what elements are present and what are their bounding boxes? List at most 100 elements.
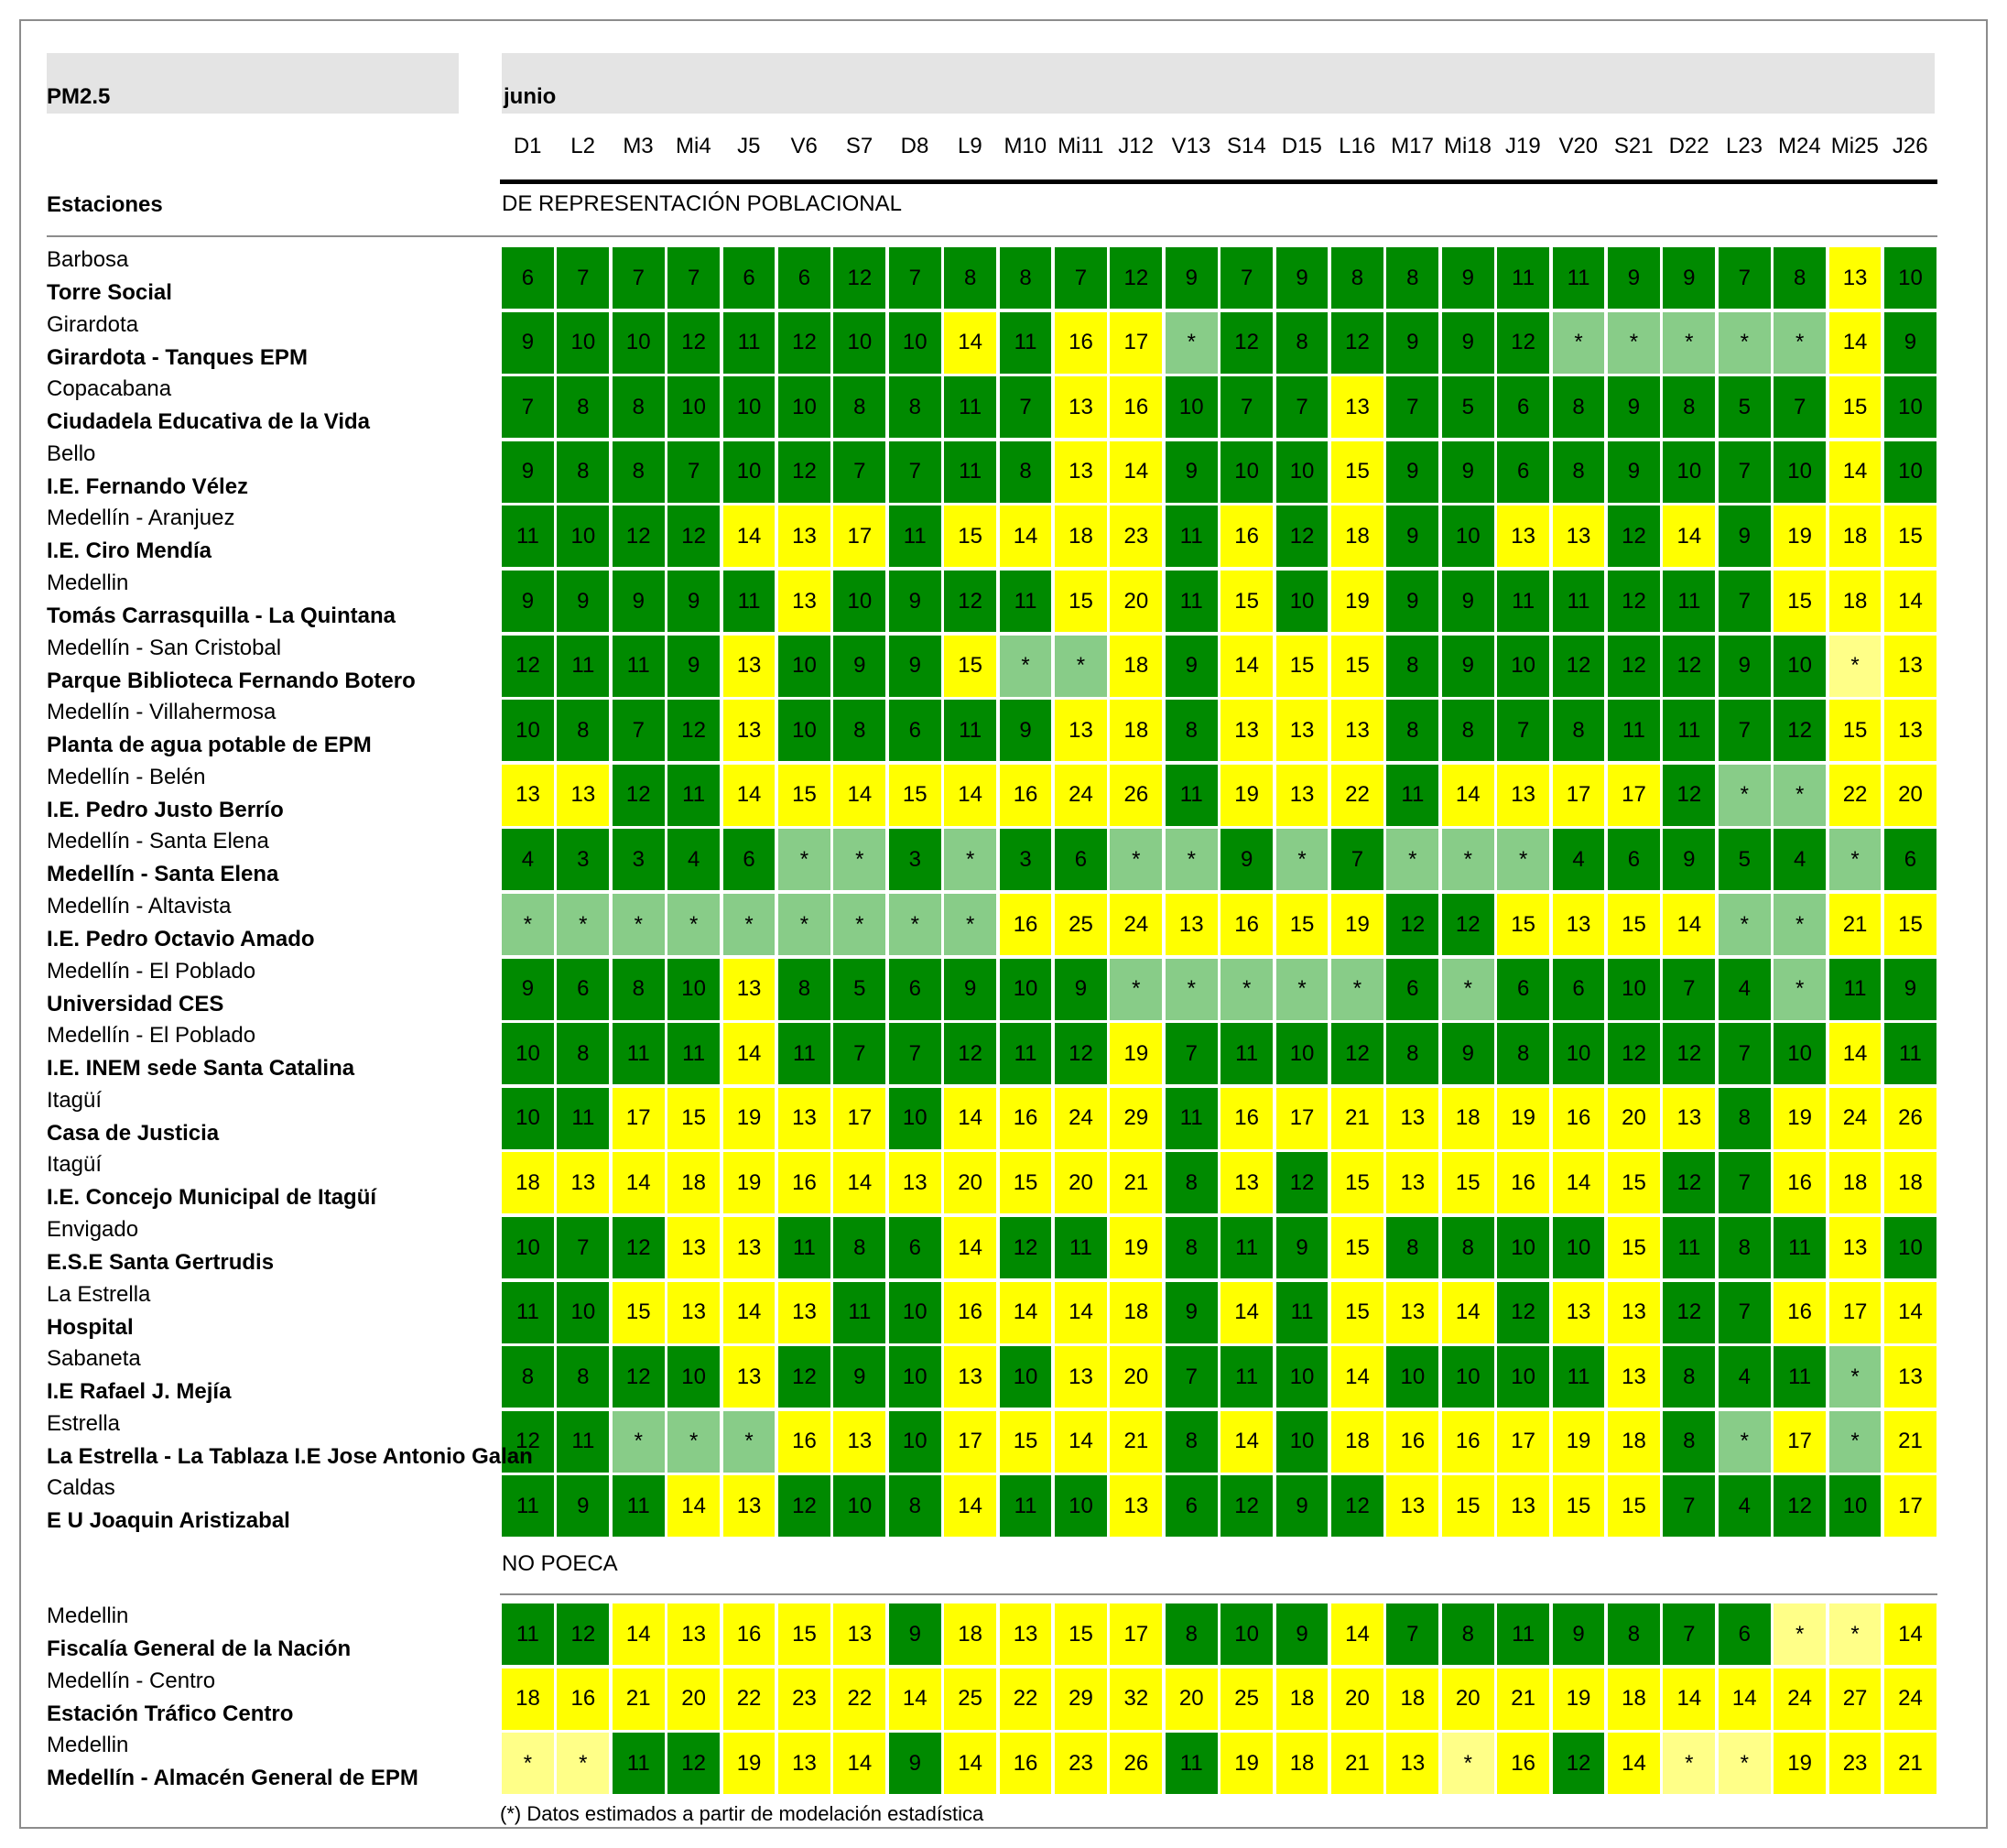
pm25-cell: 12 — [1661, 633, 1718, 699]
pm25-cell: 11 — [1550, 1344, 1607, 1410]
day-header-d15: D15 — [1281, 134, 1322, 158]
pm25-cell: 10 — [1882, 1215, 1938, 1281]
pm25-cell: 16 — [1439, 1408, 1496, 1474]
station-municipality: Medellín - Centro — [47, 1668, 216, 1693]
pm25-cell: 11 — [997, 1021, 1054, 1087]
pm25-cell: 22 — [1329, 762, 1385, 828]
pm25-cell: 12 — [1219, 310, 1275, 375]
pm25-cell: * — [500, 1731, 556, 1797]
pm25-cell: 11 — [500, 1279, 556, 1345]
pm25-cell: 6 — [776, 245, 832, 311]
pm25-cell: 16 — [1053, 310, 1109, 375]
pm25-cell: 12 — [1606, 569, 1662, 635]
pm25-cell: 8 — [886, 375, 943, 440]
station-name: Medellín - Santa Elena — [47, 862, 279, 887]
pm25-cell: 19 — [1108, 1021, 1165, 1087]
pm25-cell: 13 — [942, 1344, 999, 1410]
pm25-cell: * — [1716, 892, 1773, 958]
pm25-cell: 9 — [942, 956, 999, 1022]
pm25-cell: * — [997, 633, 1054, 699]
day-header-v20: V20 — [1558, 134, 1599, 158]
pm25-cell: 10 — [886, 1408, 943, 1474]
pm25-cell: 20 — [1329, 1666, 1385, 1732]
pm25-cell: 14 — [1661, 504, 1718, 570]
pm25-cell: 24 — [1053, 762, 1109, 828]
pm25-cell: 25 — [1053, 892, 1109, 958]
pm25-cell: 11 — [500, 504, 556, 570]
pm25-cell: 10 — [831, 569, 888, 635]
pm25-cell: 22 — [831, 1666, 888, 1732]
pm25-cell: 9 — [1163, 245, 1220, 311]
pm25-cell: 10 — [1274, 1344, 1330, 1410]
station-name: I.E. Pedro Octavio Amado — [47, 927, 315, 951]
pm25-cell: 9 — [886, 1731, 943, 1797]
pm25-cell: 8 — [1716, 1215, 1773, 1281]
pm25-cell: 11 — [500, 1602, 556, 1668]
pm25-cell: 13 — [666, 1602, 722, 1668]
pm25-cell: 11 — [610, 1473, 667, 1539]
pm25-cell: * — [1827, 1408, 1883, 1474]
pm25-cell: 13 — [776, 504, 832, 570]
pm25-cell: 21 — [1882, 1408, 1938, 1474]
day-header-v6: V6 — [790, 134, 818, 158]
station-municipality: Itagüí — [47, 1152, 103, 1178]
pm25-cell: 9 — [886, 633, 943, 699]
pm25-cell: 14 — [1329, 1344, 1385, 1410]
pm25-cell: 13 — [1495, 1473, 1552, 1539]
pm25-cell: 10 — [886, 1279, 943, 1345]
pm25-cell: 11 — [997, 569, 1054, 635]
pm25-cell: 15 — [1606, 1150, 1662, 1216]
pm25-cell: 15 — [1606, 1215, 1662, 1281]
pm25-cell: 14 — [997, 504, 1054, 570]
pm25-cell: 12 — [1606, 504, 1662, 570]
pm25-cell: 12 — [776, 439, 832, 505]
pm25-cell: 17 — [831, 1085, 888, 1151]
pm25-cell: 13 — [1053, 698, 1109, 764]
station-name: Casa de Justicia — [47, 1120, 220, 1146]
pm25-cell: 18 — [1827, 1150, 1883, 1216]
pm25-cell: 4 — [1772, 827, 1828, 893]
pm25-cell: 9 — [886, 1602, 943, 1668]
day-header-l16: L16 — [1339, 134, 1376, 158]
pm25-cell: 6 — [1716, 1602, 1773, 1668]
pm25-cell: 12 — [1661, 762, 1718, 828]
pm25-cell: * — [1716, 1731, 1773, 1797]
day-header-m17: M17 — [1391, 134, 1434, 158]
pm25-cell: 11 — [666, 762, 722, 828]
pm25-cell: 19 — [1495, 1085, 1552, 1151]
pm25-cell: 16 — [997, 762, 1054, 828]
station-municipality: Copacabana — [47, 376, 172, 402]
pm25-cell: 13 — [1882, 633, 1938, 699]
pm25-cell: 11 — [1384, 762, 1441, 828]
pm25-cell: 14 — [1329, 1602, 1385, 1668]
pm25-cell: * — [1163, 827, 1220, 893]
pm25-cell: 5 — [831, 956, 888, 1022]
station-name: E.S.E Santa Gertrudis — [47, 1250, 275, 1275]
pm25-cell: 9 — [555, 1473, 612, 1539]
pm25-cell: * — [555, 892, 612, 958]
pm25-cell: 8 — [1439, 698, 1496, 764]
pm25-cell: * — [831, 892, 888, 958]
pm25-cell: 7 — [1661, 1473, 1718, 1539]
station-municipality: Medellín - Santa Elena — [47, 829, 269, 854]
pm25-cell: 8 — [942, 245, 999, 311]
pm25-cell: 11 — [555, 633, 612, 699]
pm25-cell: 7 — [1384, 1602, 1441, 1668]
station-name: E U Joaquin Aristizabal — [47, 1508, 290, 1534]
pm25-cell: * — [1439, 956, 1496, 1022]
pm25-cell: 3 — [555, 827, 612, 893]
pm25-cell: 15 — [886, 762, 943, 828]
pm25-cell: 6 — [721, 245, 777, 311]
pm25-cell: * — [1439, 1731, 1496, 1797]
pm25-cell: 11 — [1163, 569, 1220, 635]
pm25-cell: 8 — [1550, 439, 1607, 505]
pm25-cell: 11 — [555, 1408, 612, 1474]
day-header-j12: J12 — [1118, 134, 1154, 158]
pm25-cell: 9 — [1439, 439, 1496, 505]
pm25-cell: 13 — [1827, 1215, 1883, 1281]
pm25-cell: 7 — [886, 439, 943, 505]
pm25-cell: 9 — [1716, 633, 1773, 699]
pm25-cell: 8 — [1661, 1344, 1718, 1410]
pm25-cell: 7 — [1716, 1150, 1773, 1216]
pm25-cell: * — [1053, 633, 1109, 699]
